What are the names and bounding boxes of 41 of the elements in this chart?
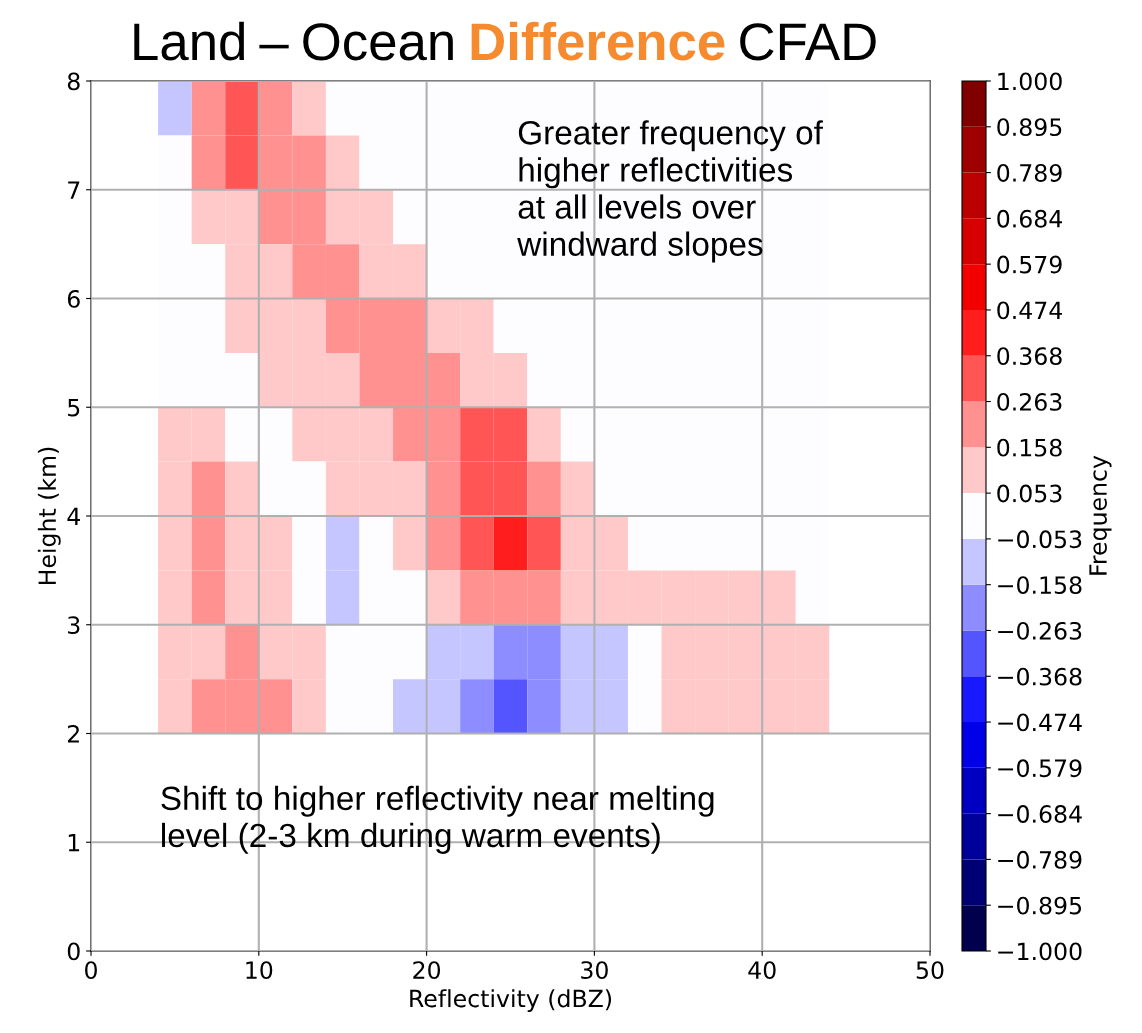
y-tick-label: 8 [67, 72, 80, 91]
y-tick-label: 6 [67, 289, 80, 308]
x-tick-label: 50 [916, 961, 944, 979]
color-bar-label: 0.579 [997, 255, 1062, 274]
chart-title: Land – Ocean Difference CFAD [134, 21, 876, 61]
y-axis-title: Height (km) [37, 447, 61, 585]
x-tick-label: 0 [85, 961, 97, 979]
color-bar-label: 0.368 [997, 347, 1062, 366]
annotation: Greater frequency of higher reflectivities at all levels over windward slopes [517, 120, 823, 263]
y-tick-label: 4 [67, 507, 80, 525]
color-bar-label: −0.158 [998, 576, 1082, 594]
x-axis-title: Reflectivity (dBZ) [410, 989, 612, 1012]
color-bar-label: −1.000 [998, 942, 1082, 961]
color-bar-label: 0.158 [997, 438, 1062, 457]
color-bar-label: 0.474 [997, 301, 1062, 320]
color-bar-label: −0.474 [998, 713, 1082, 732]
color-bar-label: −0.684 [998, 805, 1082, 823]
color-bar-label: 1.000 [998, 72, 1062, 91]
y-tick-label: 1 [68, 834, 80, 852]
annotation: Shift to higher reflectivity near melting level (2-3 km during warm events) [161, 785, 714, 854]
x-tick-label: 40 [748, 961, 776, 979]
color-bar-label: 0.684 [997, 209, 1062, 228]
color-bar-label: 0.895 [997, 118, 1062, 137]
y-tick-label: 3 [68, 616, 80, 635]
color-bar-label: −0.579 [998, 759, 1082, 778]
color-bar-label: −0.368 [998, 667, 1082, 686]
color-bar-label: 0.789 [997, 164, 1062, 182]
color-bar-label: 0.053 [997, 484, 1062, 503]
color-bar-title: Frequency [1089, 455, 1112, 575]
x-tick-label: 10 [246, 961, 273, 979]
color-bar-label: −0.263 [998, 621, 1082, 640]
color-bar-label: −0.053 [998, 530, 1082, 549]
y-tick-label: 2 [67, 724, 79, 743]
x-tick-label: 30 [581, 961, 608, 979]
y-tick-label: 5 [68, 399, 80, 417]
x-tick-label: 20 [413, 961, 441, 979]
y-tick-label: 0 [67, 942, 80, 961]
color-bar-label: −0.789 [998, 850, 1082, 869]
color-bar-label: 0.263 [997, 392, 1062, 411]
y-tick-label: 7 [68, 181, 80, 199]
color-bar-label: −0.895 [998, 896, 1082, 915]
